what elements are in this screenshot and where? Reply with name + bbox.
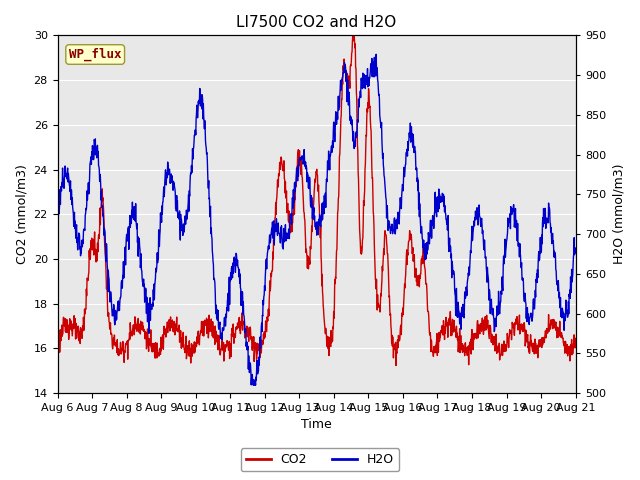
Text: WP_flux: WP_flux bbox=[69, 48, 122, 61]
Y-axis label: H2O (mmol/m3): H2O (mmol/m3) bbox=[612, 164, 625, 264]
Legend: CO2, H2O: CO2, H2O bbox=[241, 448, 399, 471]
Title: LI7500 CO2 and H2O: LI7500 CO2 and H2O bbox=[236, 15, 397, 30]
X-axis label: Time: Time bbox=[301, 419, 332, 432]
Y-axis label: CO2 (mmol/m3): CO2 (mmol/m3) bbox=[15, 164, 28, 264]
